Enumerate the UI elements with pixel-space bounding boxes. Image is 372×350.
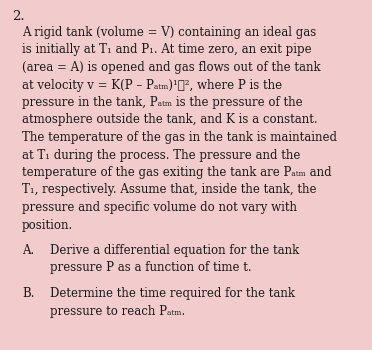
Text: temperature of the gas exiting the tank are Pₐₜₘ and: temperature of the gas exiting the tank … [22,166,331,179]
Text: pressure and specific volume do not vary with: pressure and specific volume do not vary… [22,201,297,214]
Text: 2.: 2. [12,10,25,23]
Text: A.: A. [22,244,34,257]
Text: pressure P as a function of time t.: pressure P as a function of time t. [50,261,251,274]
Text: position.: position. [22,218,73,231]
Text: pressure to reach Pₐₜₘ.: pressure to reach Pₐₜₘ. [50,304,185,317]
Text: The temperature of the gas in the tank is maintained: The temperature of the gas in the tank i… [22,131,337,144]
Text: at velocity v = K(P – Pₐₜₘ)¹ᐟ², where P is the: at velocity v = K(P – Pₐₜₘ)¹ᐟ², where P … [22,78,282,91]
Text: pressure in the tank, Pₐₜₘ is the pressure of the: pressure in the tank, Pₐₜₘ is the pressu… [22,96,303,109]
Text: (area = A) is opened and gas flows out of the tank: (area = A) is opened and gas flows out o… [22,61,321,74]
Text: Derive a differential equation for the tank: Derive a differential equation for the t… [50,244,299,257]
Text: A rigid tank (volume = V) containing an ideal gas: A rigid tank (volume = V) containing an … [22,26,316,39]
Text: atmosphere outside the tank, and K is a constant.: atmosphere outside the tank, and K is a … [22,113,318,126]
Text: is initially at T₁ and P₁. At time zero, an exit pipe: is initially at T₁ and P₁. At time zero,… [22,43,312,56]
Text: at T₁ during the process. The pressure and the: at T₁ during the process. The pressure a… [22,148,300,161]
Text: T₁, respectively. Assume that, inside the tank, the: T₁, respectively. Assume that, inside th… [22,183,317,196]
Text: Determine the time required for the tank: Determine the time required for the tank [50,287,295,300]
Text: B.: B. [22,287,35,300]
